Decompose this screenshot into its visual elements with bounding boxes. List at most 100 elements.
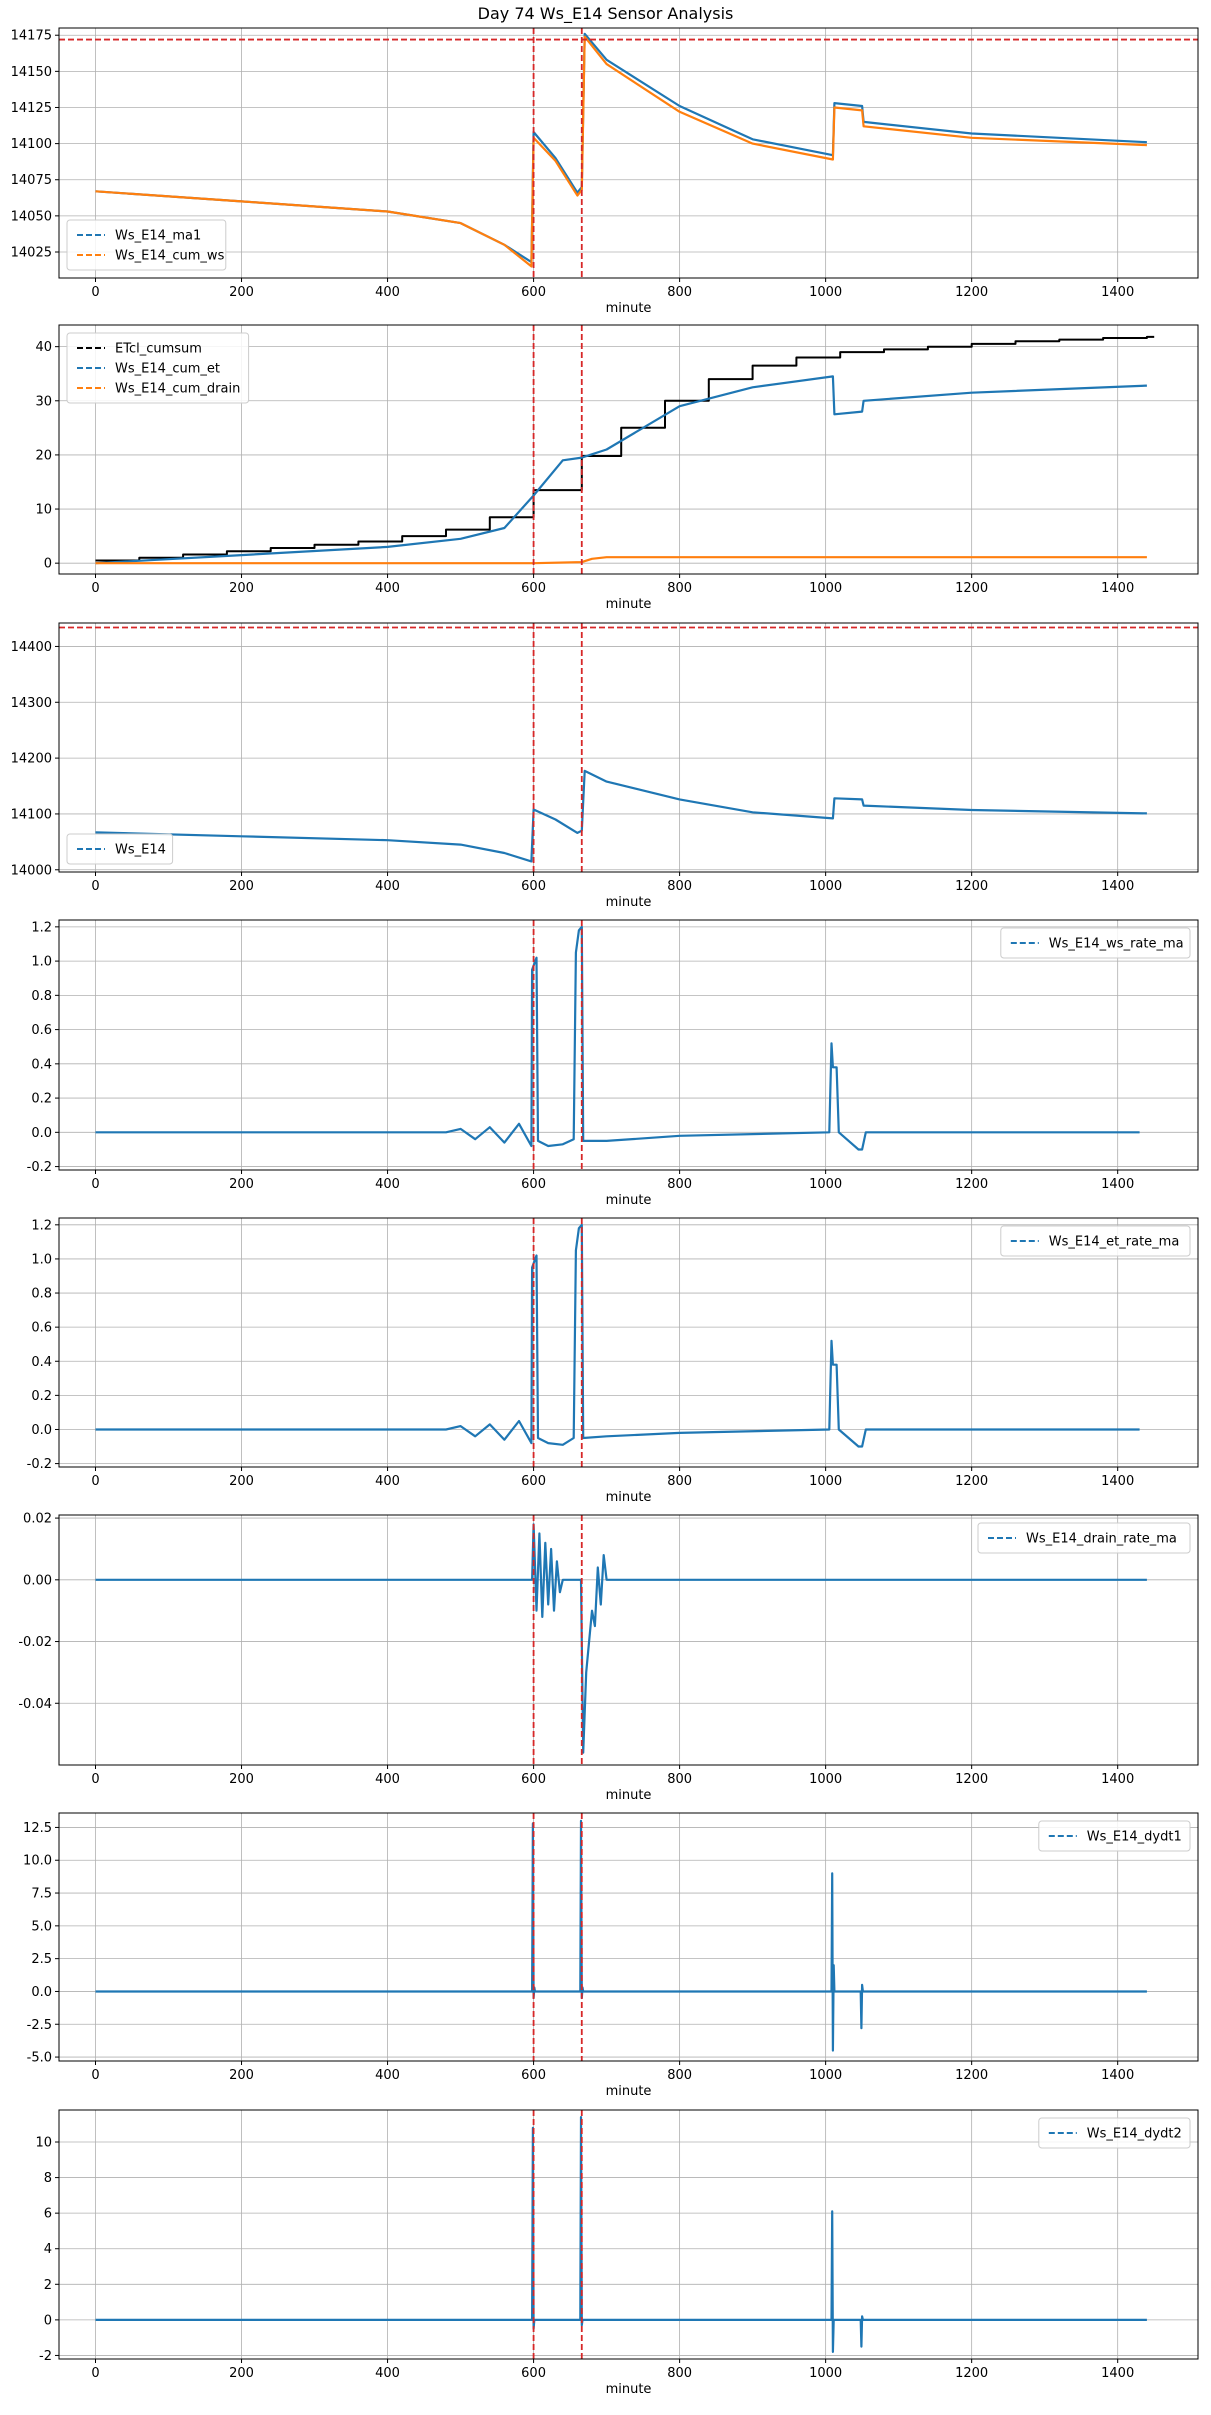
x-tick-label: 800: [667, 879, 692, 894]
axes-frame: [58, 1514, 1199, 1766]
y-tick-label: 10.0: [23, 1854, 52, 1869]
x-tick-label: 1000: [809, 2366, 842, 2381]
y-tick-label: 10: [35, 2136, 52, 2151]
x-tick-label: 400: [375, 1177, 400, 1192]
x-tick-label: 0: [91, 1474, 99, 1489]
legend-label: Ws_E14_ma1: [115, 229, 201, 244]
y-tick-label: 0.8: [31, 989, 52, 1004]
y-tick-label: 14100: [11, 137, 52, 152]
legend: ETcl_cumsum Ws_E14_cum_et Ws_E14_cum_drain: [66, 332, 250, 404]
y-tick-label: 12.5: [23, 1821, 52, 1836]
y-tick-label: 30: [35, 394, 52, 409]
x-tick-label: 600: [521, 1772, 546, 1787]
legend-label: Ws_E14_cum_ws: [115, 249, 225, 264]
series-line-ETcl_cumsum: [95, 335, 1155, 562]
legend-label: Ws_E14_drain_rate_ma: [1026, 1532, 1177, 1547]
x-axis-label: minute: [606, 597, 652, 612]
legend-box: [66, 219, 227, 271]
y-tick-label: 4: [44, 2242, 52, 2257]
y-tick-label: 8: [44, 2171, 52, 2186]
series-line-Ws_E14_cum_ws: [95, 35, 1147, 268]
x-tick-label: 1000: [809, 879, 842, 894]
legend-label: Ws_E14_dydt2: [1087, 2127, 1182, 2142]
series-line-Ws_E14_cum_drain: [95, 556, 1147, 565]
x-tick-label: 1400: [1101, 581, 1134, 596]
y-tick-label: 1.0: [31, 1252, 52, 1267]
x-axis-label: minute: [606, 1490, 652, 1505]
y-tick-label: 14200: [11, 752, 52, 767]
series-line-Ws_E14_ws_rate_ma: [95, 925, 1140, 1151]
y-tick-label: 0.6: [31, 1023, 52, 1038]
y-tick-label: 0.00: [23, 1573, 52, 1588]
subplot-3: 0 200 400 600 800 1000 1200 1400 14000 14100 14200…: [11, 622, 1199, 910]
x-tick-label: 200: [229, 581, 254, 596]
x-tick-label: 0: [91, 2366, 99, 2381]
y-tick-label: 0.4: [31, 1355, 52, 1370]
subplot-4: 0 200 400 600 800 1000 1200 1400 -0.2 0.0 0.2 0.4 0.…: [27, 919, 1199, 1208]
y-tick-label: 1.2: [31, 920, 52, 935]
figure-title: Day 74 Ws_E14 Sensor Analysis: [477, 4, 734, 23]
legend-box: [1000, 927, 1191, 959]
y-tick-label: 0.2: [31, 1092, 52, 1107]
x-tick-label: 200: [229, 1772, 254, 1787]
x-axis-label: minute: [606, 1193, 652, 1208]
x-tick-label: 0: [91, 879, 99, 894]
x-tick-label: 400: [375, 285, 400, 300]
x-tick-label: 800: [667, 1772, 692, 1787]
y-tick-label: 10: [35, 503, 52, 518]
y-tick-label: 2: [44, 2278, 52, 2293]
x-tick-label: 1200: [955, 2366, 988, 2381]
x-tick-label: 1000: [809, 285, 842, 300]
x-tick-label: 200: [229, 1474, 254, 1489]
legend: Ws_E14_ws_rate_ma: [1000, 927, 1191, 959]
series-line-Ws_E14_cum_et: [95, 375, 1147, 565]
plot-area: [95, 32, 1147, 268]
x-tick-label: 600: [521, 2068, 546, 2083]
x-tick-label: 800: [667, 285, 692, 300]
x-tick-label: 1000: [809, 1772, 842, 1787]
y-tick-label: 7.5: [31, 1887, 52, 1902]
x-tick-label: 1400: [1101, 1177, 1134, 1192]
subplot-5: 0 200 400 600 800 1000 1200 1400 -0.2 0.0 0.2 0.4 0.…: [27, 1217, 1199, 1505]
y-tick-label: 40: [35, 340, 52, 355]
y-tick-label: 14000: [11, 863, 52, 878]
y-tick-label: -2.5: [27, 2018, 52, 2033]
x-tick-label: 200: [229, 285, 254, 300]
x-tick-label: 400: [375, 2366, 400, 2381]
x-axis-label: minute: [606, 2084, 652, 2099]
y-tick-label: 20: [35, 448, 52, 463]
plot-area: [95, 1523, 1147, 1754]
series-line-Ws_E14_et_rate_ma: [95, 1223, 1140, 1448]
x-tick-label: 0: [91, 1772, 99, 1787]
x-axis-label: minute: [606, 2382, 652, 2397]
x-tick-label: 1400: [1101, 1474, 1134, 1489]
y-tick-label: 2.5: [31, 1952, 52, 1967]
x-tick-label: 400: [375, 2068, 400, 2083]
x-tick-label: 600: [521, 1177, 546, 1192]
x-tick-label: 400: [375, 1474, 400, 1489]
subplot-8: 0 200 400 600 800 1000 1200 1400 -2 0 2 4 6 8 10 minute…: [35, 2109, 1199, 2397]
x-tick-label: 1200: [955, 1772, 988, 1787]
y-tick-label: 0: [44, 557, 52, 572]
series-line-Ws_E14: [95, 769, 1147, 863]
y-tick-label: 0.0: [31, 1423, 52, 1438]
subplot-6: 0 200 400 600 800 1000 1200 1400 -0.04 -0.02 0.00 0…: [18, 1512, 1199, 1803]
x-tick-label: 1400: [1101, 2068, 1134, 2083]
y-tick-label: 1.0: [31, 955, 52, 970]
y-tick-label: 14400: [11, 640, 52, 655]
x-tick-label: 1000: [809, 581, 842, 596]
legend-label: Ws_E14_dydt1: [1087, 1830, 1182, 1845]
x-tick-label: 1200: [955, 1177, 988, 1192]
axes-frame: [58, 1812, 1199, 2062]
x-tick-label: 200: [229, 2366, 254, 2381]
y-tick-label: 14100: [11, 807, 52, 822]
x-tick-label: 1200: [955, 2068, 988, 2083]
legend-box: [1038, 2117, 1191, 2149]
series-line-Ws_E14_drain_rate_ma: [95, 1523, 1147, 1754]
x-tick-label: 800: [667, 2366, 692, 2381]
x-tick-label: 600: [521, 285, 546, 300]
x-tick-label: 1400: [1101, 2366, 1134, 2381]
y-tick-label: 0.4: [31, 1057, 52, 1072]
x-tick-label: 200: [229, 879, 254, 894]
